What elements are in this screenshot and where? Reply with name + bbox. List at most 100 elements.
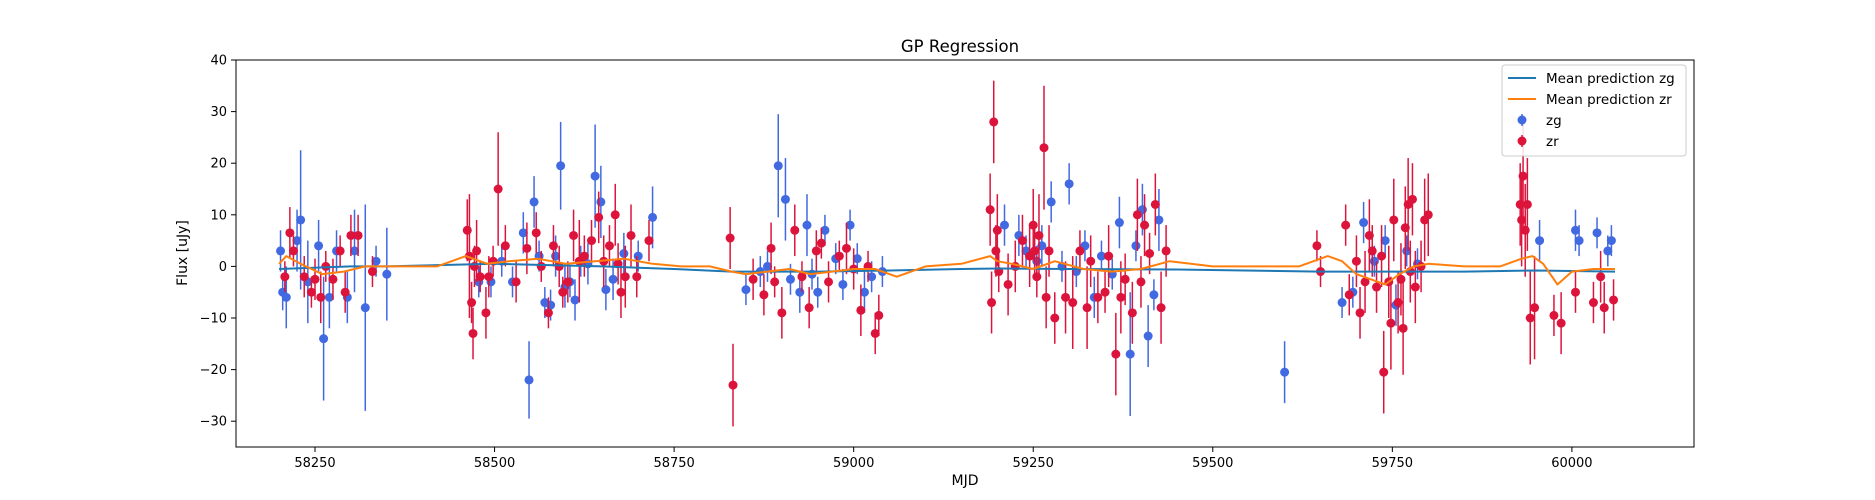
- data-point: [985, 205, 995, 215]
- data-point: [610, 210, 620, 220]
- data-point: [1574, 236, 1584, 246]
- data-point: [824, 277, 834, 287]
- legend-marker-zr: [1517, 135, 1527, 147]
- data-point: [856, 305, 866, 315]
- y-tick-label: 40: [210, 54, 227, 69]
- x-tick-label: 59000: [833, 456, 874, 471]
- y-tick-label: 20: [210, 157, 227, 172]
- data-point: [1131, 241, 1141, 251]
- data-point: [1535, 236, 1545, 246]
- y-tick-label: −30: [200, 415, 227, 430]
- data-point: [1518, 171, 1528, 181]
- x-tick-label: 60000: [1551, 456, 1592, 471]
- data-point: [770, 277, 780, 287]
- data-point: [1132, 210, 1142, 220]
- data-point: [1522, 199, 1532, 209]
- data-point: [281, 292, 291, 302]
- data-point: [569, 230, 579, 240]
- data-point: [314, 241, 324, 251]
- data-point: [340, 287, 350, 297]
- data-point: [1125, 349, 1135, 359]
- data-point: [870, 328, 880, 338]
- data-point: [620, 272, 630, 282]
- data-point: [1570, 287, 1580, 297]
- data-point: [570, 295, 580, 305]
- data-point: [529, 197, 539, 207]
- data-point: [1341, 220, 1351, 230]
- data-point: [608, 274, 618, 284]
- data-point: [1359, 218, 1369, 228]
- data-point: [382, 269, 392, 279]
- data-point: [1127, 308, 1137, 318]
- data-point: [1100, 287, 1110, 297]
- data-point: [1061, 292, 1071, 302]
- data-point: [1603, 246, 1613, 256]
- data-point: [616, 287, 626, 297]
- data-point: [316, 292, 326, 302]
- data-point: [790, 225, 800, 235]
- data-point: [1154, 215, 1164, 225]
- data-point: [820, 225, 830, 235]
- data-point: [773, 161, 783, 171]
- data-point: [1111, 349, 1121, 359]
- data-point: [1145, 249, 1155, 258]
- legend-marker-zg: [1517, 114, 1527, 126]
- data-point: [1161, 246, 1171, 256]
- data-point: [554, 261, 564, 271]
- data-point: [725, 233, 735, 243]
- y-tick-label: 0: [219, 260, 227, 275]
- data-point: [1379, 367, 1389, 377]
- data-point: [741, 285, 751, 295]
- data-point: [1000, 220, 1010, 230]
- data-point: [813, 287, 823, 297]
- data-point: [748, 274, 758, 284]
- data-point: [802, 220, 812, 230]
- data-point: [288, 246, 298, 256]
- data-point: [633, 251, 643, 261]
- data-point: [310, 274, 320, 284]
- data-point: [1143, 331, 1153, 341]
- data-point: [462, 225, 472, 235]
- data-point: [1530, 303, 1540, 313]
- data-point: [1410, 282, 1420, 292]
- data-point: [484, 272, 494, 282]
- data-point: [467, 298, 477, 308]
- y-tick-label: 10: [210, 208, 227, 223]
- data-point: [780, 194, 790, 204]
- data-point: [1003, 279, 1013, 289]
- x-tick-label: 59250: [1013, 456, 1054, 471]
- data-point: [1082, 303, 1092, 313]
- data-point: [648, 212, 658, 222]
- data-point: [353, 230, 363, 240]
- data-point: [1549, 310, 1559, 320]
- data-point: [1520, 225, 1530, 235]
- data-point: [546, 300, 556, 310]
- data-point: [816, 238, 826, 248]
- data-point: [596, 197, 606, 207]
- data-point: [296, 215, 306, 225]
- data-point: [319, 334, 329, 344]
- data-point: [874, 310, 884, 320]
- data-point: [335, 246, 345, 256]
- data-point: [475, 272, 485, 282]
- data-point: [1116, 292, 1126, 302]
- data-point: [579, 251, 589, 261]
- data-point: [493, 184, 503, 194]
- data-point: [1104, 251, 1114, 261]
- y-tick-label: 30: [210, 105, 227, 120]
- data-point: [1337, 298, 1347, 308]
- data-point: [522, 243, 532, 253]
- data-point: [350, 246, 360, 256]
- data-point: [1086, 256, 1096, 266]
- data-point: [481, 308, 491, 318]
- data-point: [285, 228, 295, 238]
- legend-point: [1517, 115, 1527, 125]
- data-point: [604, 241, 614, 251]
- data-point: [1351, 256, 1361, 266]
- data-point: [777, 308, 787, 318]
- legend-label-zg: zg: [1546, 113, 1562, 129]
- data-point: [1360, 277, 1370, 287]
- data-point: [601, 285, 611, 295]
- x-axis-label: MJD: [952, 473, 979, 489]
